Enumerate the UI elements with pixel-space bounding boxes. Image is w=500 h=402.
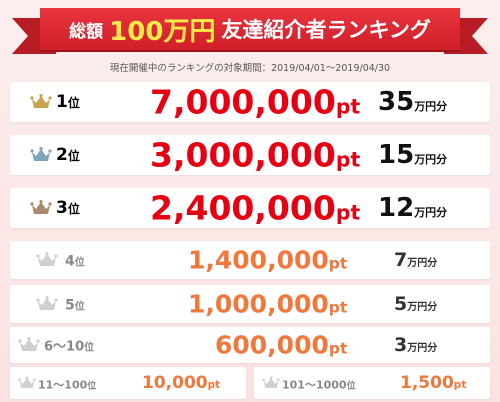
points-value: 1,000,000pt xyxy=(188,289,348,319)
prize-amount: 35万円分 xyxy=(378,87,448,117)
ranking-row-1: 1位 7,000,000pt 35万円分 xyxy=(10,82,490,122)
prize-amount: 15万円分 xyxy=(378,140,448,170)
ribbon: 総額 100万円 友達紹介者ランキング xyxy=(40,8,460,50)
gray-crown-icon xyxy=(18,376,36,388)
rank-label: 6〜10位 xyxy=(44,339,95,355)
ranking-row-11-100: 11〜100位 10,000pt xyxy=(10,367,246,399)
bronze-crown-icon xyxy=(30,200,52,214)
points-value: 600,000pt xyxy=(215,330,348,360)
ranking-period: 現在開催中のランキングの対象期間：2019/04/01〜2019/04/30 xyxy=(109,63,391,74)
ranking-row-3: 3位 2,400,000pt 12万円分 xyxy=(10,188,490,228)
rank-label: 101〜1000位 xyxy=(282,378,356,392)
points-value: 1,400,000pt xyxy=(188,245,348,275)
gray-crown-icon xyxy=(36,296,58,310)
ranking-row-6-10: 6〜10位 600,000pt 3万円分 xyxy=(10,327,490,363)
rank-label: 3位 xyxy=(56,198,80,218)
banner-amount: 100万円 xyxy=(109,16,216,47)
prize-amount: 3万円分 xyxy=(394,334,438,356)
silver-crown-icon xyxy=(30,147,52,161)
banner-prefix: 総額 xyxy=(69,21,104,42)
ranking-row-101-1000: 101〜1000位 1,500pt xyxy=(254,367,490,399)
points-value: 7,000,000pt xyxy=(150,82,361,122)
points-value: 3,000,000pt xyxy=(150,135,361,175)
ranking-row-2: 2位 3,000,000pt 15万円分 xyxy=(10,135,490,175)
prize-amount: 5万円分 xyxy=(394,293,438,315)
points-value: 2,400,000pt xyxy=(150,188,361,228)
gold-crown-icon xyxy=(30,94,52,108)
gray-crown-icon xyxy=(262,376,280,388)
title-banner: 総額 100万円 友達紹介者ランキング xyxy=(0,0,500,70)
banner-title: 友達紹介者ランキング xyxy=(221,18,431,42)
prize-amount: 7万円分 xyxy=(394,249,438,271)
rank-label: 5位 xyxy=(65,297,85,314)
ranking-row-4: 4位 1,400,000pt 7万円分 xyxy=(10,241,490,279)
gray-crown-icon xyxy=(18,337,40,351)
gray-crown-icon xyxy=(36,252,58,266)
prize-amount: 12万円分 xyxy=(378,193,448,223)
points-value: 1,500pt xyxy=(400,373,467,393)
points-value: 10,000pt xyxy=(142,373,221,393)
rank-label: 11〜100位 xyxy=(38,378,97,392)
rank-label: 4位 xyxy=(65,253,85,270)
rank-label: 1位 xyxy=(56,92,80,112)
ranking-row-5: 5位 1,000,000pt 5万円分 xyxy=(10,285,490,323)
rank-label: 2位 xyxy=(56,145,80,165)
